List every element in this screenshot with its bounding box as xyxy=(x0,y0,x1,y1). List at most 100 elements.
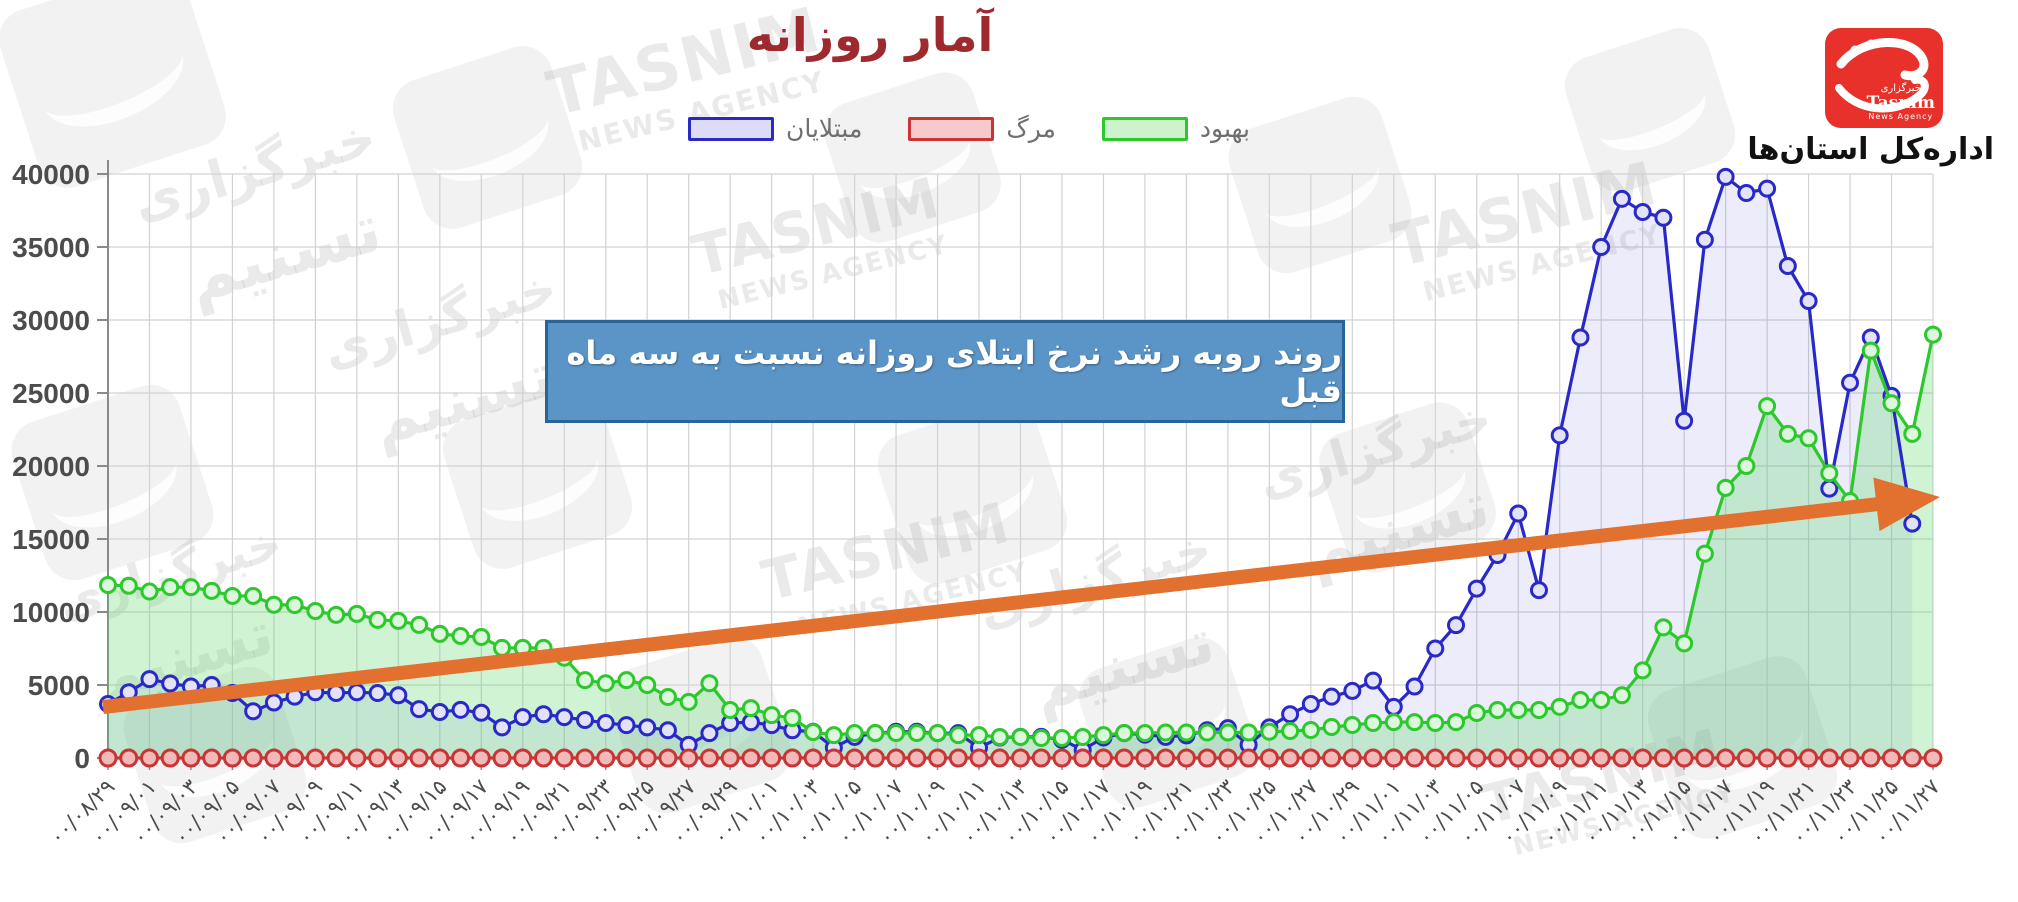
deaths-series-point xyxy=(285,748,305,768)
recovered-series-point xyxy=(1094,726,1113,745)
deaths-series-point xyxy=(1882,748,1902,768)
recovered-series-point xyxy=(223,586,242,605)
deaths-series-point xyxy=(1135,748,1155,768)
recovered-series-point xyxy=(1675,634,1694,653)
recovered-series-point xyxy=(1364,713,1383,732)
deaths-series-point xyxy=(1342,748,1362,768)
legend-item-recovered: بهبود xyxy=(1101,114,1250,143)
recovered-series-point xyxy=(1488,700,1507,719)
recovered-series-point xyxy=(1384,713,1403,732)
deaths-series-point xyxy=(1736,748,1756,768)
trend-arrow xyxy=(102,477,1940,714)
recovered-series-point xyxy=(970,726,989,745)
deaths-series-point xyxy=(1093,748,1113,768)
deaths-series-point xyxy=(513,748,533,768)
deaths-series-point xyxy=(139,748,159,768)
recovered-series-point xyxy=(1778,424,1797,443)
deaths-series-point xyxy=(160,748,180,768)
cases-series-point xyxy=(1633,202,1652,221)
cases-series-point xyxy=(1426,639,1445,658)
cases-series-point xyxy=(1716,167,1735,186)
recovered-series-point xyxy=(617,671,636,690)
deaths-series-point xyxy=(1902,748,1922,768)
recovered-series-point xyxy=(1737,457,1756,475)
recovered-series-point xyxy=(181,578,200,597)
cases-series-point xyxy=(1592,238,1611,256)
cases-series-point xyxy=(1550,426,1569,445)
recovered-series-point xyxy=(1073,727,1092,746)
recovered-series-point xyxy=(1405,713,1424,732)
y-tick-label: 40000 xyxy=(12,159,90,190)
logo-en2: News Agency xyxy=(1868,111,1934,121)
cases-series-point xyxy=(368,684,387,703)
deaths-series-point xyxy=(1259,748,1279,768)
recovered-series-point xyxy=(1198,723,1217,742)
deaths-series-point xyxy=(534,748,554,768)
deaths-series-point xyxy=(1840,748,1860,768)
deaths-series-point xyxy=(471,748,491,768)
recovered-series-point xyxy=(1716,478,1735,497)
cases-series-point xyxy=(575,711,594,730)
deaths-series-point xyxy=(554,748,574,768)
deaths-series-point xyxy=(1363,748,1383,768)
deaths-series-point xyxy=(1923,748,1943,768)
deaths-series-point xyxy=(1011,748,1030,768)
recovered-series-point xyxy=(1924,325,1942,344)
deaths-series-point xyxy=(1778,748,1798,768)
cases-series-point xyxy=(430,703,449,722)
recovered-series-point xyxy=(1260,722,1279,741)
legend-item-deaths: مرگ xyxy=(908,114,1056,143)
recovered-series-point xyxy=(1447,713,1466,732)
deaths-series-point xyxy=(969,748,989,768)
cases-series-point xyxy=(1529,581,1548,600)
recovered-series-point xyxy=(244,586,263,605)
deaths-series-point xyxy=(409,748,429,768)
deaths-series-point xyxy=(430,748,450,768)
y-tick-label: 5000 xyxy=(28,670,90,701)
recovered-series-point xyxy=(1156,723,1175,742)
cases-series-point xyxy=(1778,256,1797,275)
cases-series-point xyxy=(596,713,615,732)
y-tick-label: 30000 xyxy=(12,305,90,336)
y-tick-label: 25000 xyxy=(12,378,90,409)
recovered-series-point xyxy=(1571,691,1590,710)
deaths-series-point xyxy=(845,748,865,768)
recovered-series-point xyxy=(1633,661,1652,680)
deaths-series-point xyxy=(1322,748,1342,768)
legend-label-recovered: بهبود xyxy=(1199,114,1250,143)
deaths-series-point xyxy=(1446,748,1466,768)
deaths-series-point xyxy=(1280,748,1300,768)
recovered-series-point xyxy=(1011,727,1030,746)
cases-series-point xyxy=(389,686,408,705)
cases-series-point xyxy=(347,683,366,702)
y-tick-label: 35000 xyxy=(12,232,90,263)
recovered-series-point xyxy=(1322,718,1341,737)
recovered-series-point xyxy=(741,699,760,718)
cases-series-point xyxy=(1799,292,1818,311)
deaths-series-point xyxy=(1508,748,1528,768)
recovered-series-point xyxy=(1695,544,1714,563)
cases-series-point xyxy=(700,724,719,743)
deaths-series-point xyxy=(202,748,222,768)
cases-series-point xyxy=(1737,183,1756,202)
recovered-series-point xyxy=(1592,691,1611,710)
recovered-series-point xyxy=(368,610,387,629)
deaths-series-point xyxy=(1716,748,1736,768)
recovered-series-point xyxy=(264,595,283,614)
deaths-series-point xyxy=(1031,748,1051,768)
legend-swatch-deaths xyxy=(908,116,995,141)
recovered-series-point xyxy=(638,676,657,694)
recovered-series-point xyxy=(493,638,512,657)
cases-series-point xyxy=(1405,677,1424,696)
recovered-series-point xyxy=(1032,728,1051,747)
legend-label-cases: مبتلایان xyxy=(786,114,863,143)
recovered-series-point xyxy=(824,726,843,745)
cases-series-point xyxy=(1841,373,1860,392)
recovered-series-point xyxy=(1281,721,1300,740)
recovered-series-point xyxy=(1861,341,1880,360)
recovered-series xyxy=(99,325,1942,747)
deaths-series xyxy=(98,748,1943,768)
deaths-series-point xyxy=(451,748,471,768)
